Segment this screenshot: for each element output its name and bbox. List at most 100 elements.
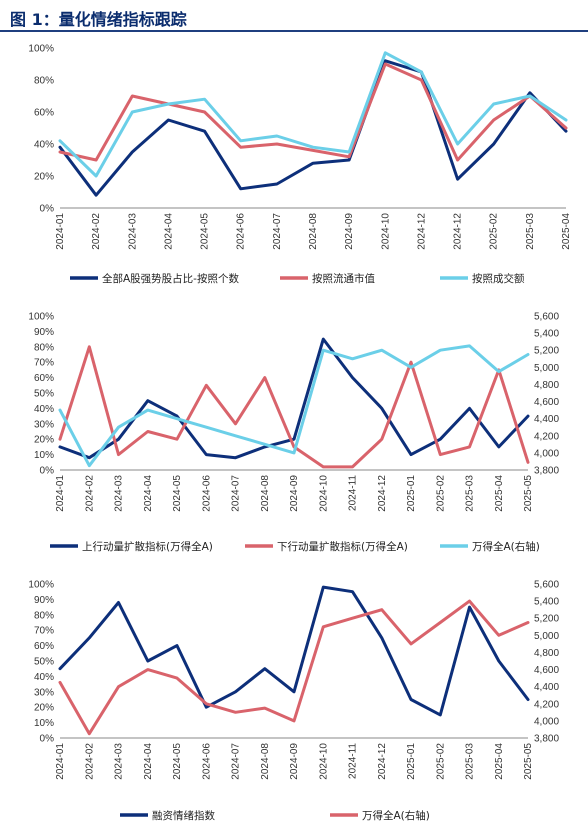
y-tick-label: 90% bbox=[34, 327, 54, 338]
y-tick-label: 40% bbox=[34, 672, 54, 683]
x-tick-label: 2025-04 bbox=[494, 743, 505, 780]
x-tick-label: 2024-09 bbox=[289, 475, 300, 512]
x-tick-label: 2024-04 bbox=[143, 475, 154, 512]
x-tick-label: 2024-07 bbox=[272, 213, 283, 250]
y-tick-label: 80% bbox=[34, 610, 54, 621]
legend-label: 全部A股强势股占比-按照个数 bbox=[102, 272, 239, 285]
chart-momentum-diffusion: 0% 10% 20% 30% 40% 50% 60% 70% 80% 90% 100% 3,800 4,… bbox=[28, 312, 559, 554]
y-tick-label: 0% bbox=[40, 734, 55, 745]
x-tick-label: 2024-05 bbox=[200, 213, 211, 250]
y2-tick-label: 4,800 bbox=[534, 648, 559, 659]
x-tick-label: 2024-07 bbox=[231, 475, 242, 512]
series-line bbox=[58, 585, 530, 717]
y-tick-label: 40% bbox=[34, 404, 54, 415]
y-tick-label: 70% bbox=[34, 626, 54, 637]
y2-tick-label: 3,800 bbox=[534, 466, 559, 477]
x-tick-label: 2024-12 bbox=[453, 213, 464, 250]
x-tick-label: 2024-06 bbox=[201, 743, 212, 780]
x-tick-label: 2024-10 bbox=[318, 743, 329, 780]
x-tick-label: 2024-05 bbox=[172, 743, 183, 780]
x-tick-label: 2024-01 bbox=[55, 475, 66, 512]
y-tick-label: 80% bbox=[34, 342, 54, 353]
x-tick-label: 2024-12 bbox=[377, 475, 388, 512]
x-tick-label: 2024-08 bbox=[308, 213, 319, 250]
x-tick-label: 2024-10 bbox=[318, 475, 329, 512]
y2-tick-label: 4,800 bbox=[534, 380, 559, 391]
x-tick-label: 2024-05 bbox=[172, 475, 183, 512]
y-tick-label: 100% bbox=[28, 44, 54, 55]
y2-tick-label: 5,600 bbox=[534, 580, 559, 591]
series-line bbox=[58, 345, 530, 469]
x-tick-label: 2024-01 bbox=[55, 213, 66, 250]
y-tick-label: 20% bbox=[34, 172, 54, 183]
y-tick-label: 0% bbox=[40, 466, 55, 477]
y2-tick-label: 4,400 bbox=[534, 414, 559, 425]
y-tick-label: 70% bbox=[34, 358, 54, 369]
y-tick-label: 30% bbox=[34, 419, 54, 430]
x-tick-label: 2025-05 bbox=[523, 475, 534, 512]
x-tick-label: 2025-01 bbox=[406, 743, 417, 780]
x-tick-label: 2025-01 bbox=[406, 475, 417, 512]
x-tick-label: 2025-03 bbox=[525, 213, 536, 250]
legend-label: 融资情绪指数 bbox=[152, 809, 215, 822]
y2-tick-label: 3,800 bbox=[534, 734, 559, 745]
x-tick-label: 2025-03 bbox=[465, 475, 476, 512]
x-tick-label: 2024-09 bbox=[289, 743, 300, 780]
chart-strong-stock-ratio: 0% 20% 40% 60% 80% 100% 2024-01 2024-02 2024-03 2… bbox=[28, 44, 572, 286]
y2-tick-label: 5,200 bbox=[534, 346, 559, 357]
x-tick-label: 2024-08 bbox=[260, 475, 271, 512]
series-line bbox=[58, 62, 568, 162]
x-tick-label: 2025-03 bbox=[465, 743, 476, 780]
y-tick-label: 40% bbox=[34, 140, 54, 151]
y-tick-label: 90% bbox=[34, 595, 54, 606]
x-tick-label: 2024-04 bbox=[163, 213, 174, 250]
y2-tick-label: 5,200 bbox=[534, 614, 559, 625]
legend-label: 按照流通市值 bbox=[312, 272, 375, 285]
x-tick-label: 2025-04 bbox=[494, 475, 505, 512]
legend-label: 上行动量扩散指标(万得全A) bbox=[82, 540, 213, 553]
y-tick-label: 60% bbox=[34, 641, 54, 652]
x-tick-label: 2024-03 bbox=[114, 743, 125, 780]
x-tick-label: 2024-07 bbox=[231, 743, 242, 780]
y-tick-label: 30% bbox=[34, 687, 54, 698]
x-tick-label: 2024-06 bbox=[236, 213, 247, 250]
x-tick-label: 2025-04 bbox=[561, 213, 572, 250]
series-line bbox=[58, 599, 530, 736]
legend-label: 按照成交额 bbox=[472, 272, 525, 285]
y2-tick-label: 4,200 bbox=[534, 699, 559, 710]
x-tick-label: 2024-10 bbox=[380, 213, 391, 250]
chart-margin-sentiment: 0% 10% 20% 30% 40% 50% 60% 70% 80% 90% 100% 3,800 4,… bbox=[28, 580, 559, 823]
y2-tick-label: 5,600 bbox=[534, 312, 559, 323]
x-tick-label: 2025-02 bbox=[489, 213, 500, 250]
x-tick-label: 2024-06 bbox=[201, 475, 212, 512]
y-tick-label: 10% bbox=[34, 718, 54, 729]
y-tick-label: 100% bbox=[28, 312, 54, 323]
y-tick-label: 0% bbox=[40, 204, 55, 215]
x-tick-label: 2025-02 bbox=[435, 743, 446, 780]
x-tick-label: 2024-12 bbox=[377, 743, 388, 780]
x-tick-label: 2024-04 bbox=[143, 743, 154, 780]
y-tick-label: 10% bbox=[34, 450, 54, 461]
x-tick-label: 2025-02 bbox=[435, 475, 446, 512]
x-tick-label: 2024-03 bbox=[114, 475, 125, 512]
y-tick-label: 60% bbox=[34, 108, 54, 119]
x-tick-label: 2024-02 bbox=[91, 213, 102, 250]
series-line bbox=[58, 59, 568, 197]
x-tick-label: 2024-01 bbox=[55, 743, 66, 780]
y-tick-label: 60% bbox=[34, 373, 54, 384]
x-tick-label: 2024-11 bbox=[348, 475, 359, 511]
legend-label: 下行动量扩散指标(万得全A) bbox=[277, 540, 408, 553]
x-tick-label: 2024-08 bbox=[260, 743, 271, 780]
x-tick-label: 2025-05 bbox=[523, 743, 534, 780]
y2-tick-label: 4,000 bbox=[534, 716, 559, 727]
x-tick-label: 2024-09 bbox=[344, 213, 355, 250]
y-tick-label: 80% bbox=[34, 76, 54, 87]
y2-tick-label: 4,400 bbox=[534, 682, 559, 693]
y-tick-label: 50% bbox=[34, 389, 54, 400]
y2-tick-label: 5,400 bbox=[534, 329, 559, 340]
y2-tick-label: 5,000 bbox=[534, 631, 559, 642]
y2-tick-label: 4,000 bbox=[534, 448, 559, 459]
x-tick-label: 2024-12 bbox=[416, 213, 427, 250]
y2-tick-label: 5,000 bbox=[534, 363, 559, 374]
y-tick-label: 20% bbox=[34, 703, 54, 714]
